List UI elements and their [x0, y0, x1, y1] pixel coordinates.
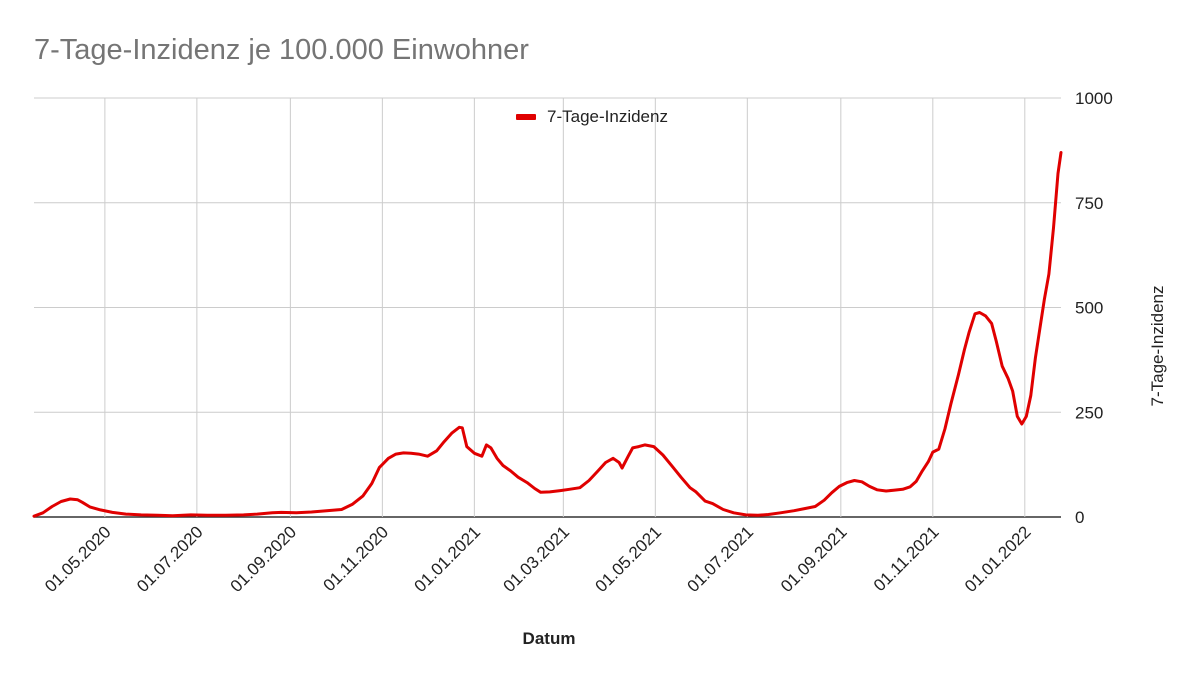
- x-tick-label: 01.03.2021: [500, 522, 574, 596]
- y-tick-label: 750: [1075, 194, 1103, 213]
- chart-title: 7-Tage-Inzidenz je 100.000 Einwohner: [34, 34, 529, 66]
- y-axis: 0 250 500 750 1000: [1075, 89, 1113, 527]
- x-tick-label: 01.01.2021: [411, 522, 485, 596]
- x-tick-label: 01.01.2022: [961, 522, 1035, 596]
- x-tick-label: 01.05.2021: [592, 522, 666, 596]
- legend-label: 7-Tage-Inzidenz: [547, 107, 668, 126]
- legend-swatch: [516, 114, 536, 120]
- x-tick-label: 01.11.2020: [319, 522, 392, 595]
- plot-area: [32, 151, 1063, 518]
- legend: 7-Tage-Inzidenz: [516, 107, 668, 126]
- y-tick-label: 1000: [1075, 89, 1113, 108]
- x-axis-title: Datum: [523, 629, 576, 648]
- y-tick-label: 0: [1075, 508, 1084, 527]
- grid: [34, 97, 1061, 518]
- x-tick-label: 01.07.2020: [133, 522, 207, 596]
- x-tick-label: 01.11.2021: [870, 522, 943, 595]
- x-tick-label: 01.05.2020: [41, 522, 115, 596]
- y-tick-label: 500: [1075, 299, 1103, 318]
- x-axis: 01.05.2020 01.07.2020 01.09.2020 01.11.2020…: [41, 522, 1035, 596]
- series-line: [32, 151, 1063, 518]
- x-tick-label: 01.09.2020: [227, 522, 301, 596]
- y-tick-label: 250: [1075, 403, 1103, 422]
- x-tick-label: 01.07.2021: [684, 522, 758, 596]
- y-axis-title: 7-Tage-Inzidenz: [1148, 286, 1167, 407]
- x-tick-label: 01.09.2021: [777, 522, 851, 596]
